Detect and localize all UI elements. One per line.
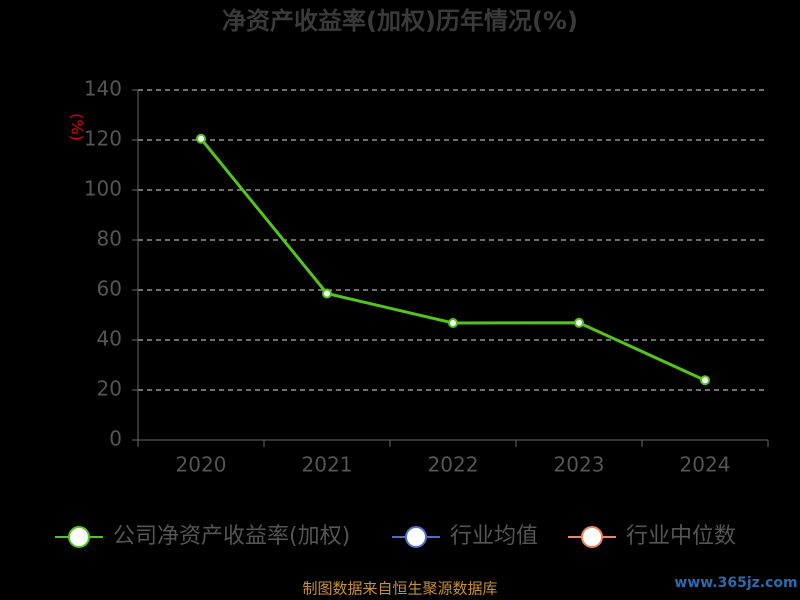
point-marker <box>448 318 458 328</box>
point-marker <box>196 133 206 144</box>
point-marker <box>322 288 332 299</box>
chart-title: 净资产收益率(加权)历年情况(%) <box>222 7 578 35</box>
y-tick-label: 20 <box>97 377 122 401</box>
y-tick-label: 120 <box>84 127 122 151</box>
watermark: www.365jz.com <box>674 575 797 591</box>
legend-label: 行业均值 <box>450 524 538 549</box>
legend-marker <box>68 526 90 548</box>
legend-marker <box>581 526 603 548</box>
legend-label: 行业中位数 <box>626 524 736 549</box>
y-tick-label: 0 <box>109 427 122 451</box>
x-tick-label: 2020 <box>176 453 227 477</box>
y-tick-label: 140 <box>84 77 122 101</box>
y-tick-label: 40 <box>97 327 122 351</box>
y-axis-label: (%) <box>68 113 87 141</box>
y-tick-label: 60 <box>97 277 122 301</box>
x-tick-label: 2022 <box>428 453 479 477</box>
source-note: 制图数据来自恒生聚源数据库 <box>302 580 497 598</box>
legend-marker <box>405 526 427 548</box>
y-tick-label: 80 <box>97 227 122 251</box>
x-tick-label: 2023 <box>554 453 605 477</box>
y-tick-label: 100 <box>84 177 122 201</box>
point-marker <box>574 317 584 328</box>
x-tick-label: 2024 <box>680 453 731 477</box>
point-marker <box>700 375 710 386</box>
x-tick-label: 2021 <box>302 453 353 477</box>
legend-label: 公司净资产收益率(加权) <box>113 524 350 549</box>
